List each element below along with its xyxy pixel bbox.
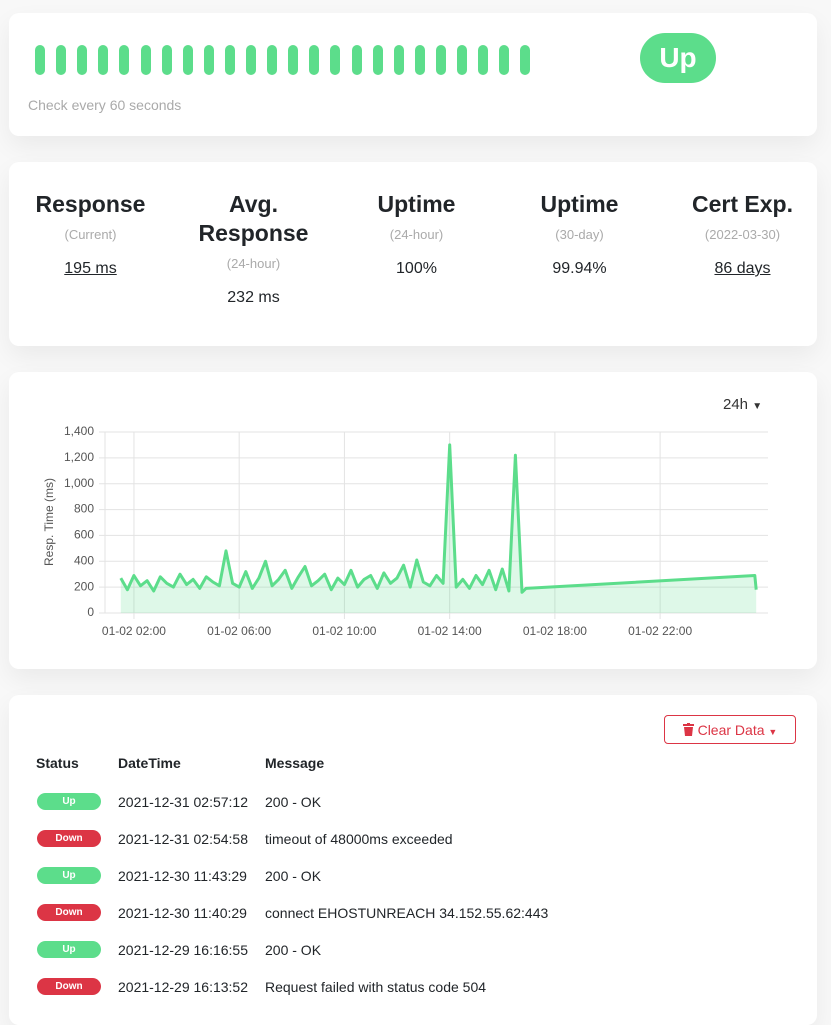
- stat-title: Uptime: [377, 191, 456, 217]
- trash-icon: [682, 723, 694, 736]
- stat: Uptime (30-day) 99.94%: [498, 190, 661, 307]
- heartbeat-pill: [98, 45, 109, 75]
- heartbeat-pill: [182, 45, 193, 75]
- stat-value[interactable]: 86 days: [714, 260, 771, 277]
- stat-value: 100%: [396, 260, 437, 277]
- event-datetime: 2021-12-29 16:13:52: [118, 979, 248, 995]
- event-datetime: 2021-12-30 11:43:29: [118, 868, 247, 884]
- column-header: Status: [36, 755, 79, 771]
- event-datetime: 2021-12-31 02:54:58: [118, 831, 248, 847]
- stats-row: Response (Current) 195 ms Avg. Response (24-…: [9, 190, 824, 307]
- x-tick-label: 01-02 22:00: [628, 624, 692, 638]
- y-tick-label: 0: [87, 605, 94, 619]
- heartbeat-pill: [393, 45, 404, 75]
- stat-value[interactable]: 195 ms: [64, 260, 117, 277]
- heartbeat-pill: [203, 45, 214, 75]
- column-header: Message: [265, 755, 325, 771]
- check-interval: Check every 60 seconds: [28, 97, 182, 113]
- clear-data-label: Clear Data: [697, 722, 765, 738]
- y-tick-label: 1,200: [64, 450, 94, 464]
- x-tick-label: 01-02 18:00: [523, 624, 587, 638]
- status-badge: Up: [37, 941, 101, 958]
- event-datetime: 2021-12-29 16:16:55: [118, 942, 248, 958]
- heartbeat-pill: [224, 45, 235, 75]
- stat-subtitle: (24-hour): [389, 227, 444, 242]
- stat-title: Cert Exp.: [692, 191, 793, 217]
- stat-subtitle: (2022-03-30): [704, 227, 781, 242]
- stat: Cert Exp. (2022-03-30) 86 days: [661, 190, 824, 307]
- stat-subtitle: (30-day): [555, 227, 604, 242]
- status-badge: Up: [37, 867, 101, 884]
- event-message: 200 - OK: [265, 794, 322, 810]
- status-card: Up Check every 60 seconds: [9, 13, 817, 136]
- stat-value: 232 ms: [227, 289, 280, 306]
- event-message: 200 - OK: [265, 868, 322, 884]
- status-badge: Up: [37, 793, 101, 810]
- stat: Uptime (24-hour) 100%: [335, 190, 498, 307]
- stat-value: 99.94%: [552, 260, 607, 277]
- y-tick-label: 200: [74, 579, 94, 593]
- stat: Avg. Response (24-hour) 232 ms: [172, 190, 335, 307]
- heartbeat-pill: [246, 45, 256, 75]
- heartbeat-pill: [499, 45, 510, 75]
- heartbeat-pill: [140, 45, 151, 75]
- y-tick-label: 600: [74, 528, 94, 542]
- heartbeat-pill: [267, 45, 278, 75]
- range-label: 24h: [723, 396, 749, 413]
- y-tick-label: 1,400: [64, 424, 94, 438]
- y-axis-label: Resp. Time (ms): [42, 478, 56, 566]
- heartbeat-pill: [309, 45, 320, 75]
- response-line: [119, 443, 758, 594]
- heartbeat-pill: [288, 45, 299, 75]
- x-tick-label: 01-02 06:00: [207, 624, 271, 638]
- heartbeat-pill: [372, 45, 383, 75]
- heartbeat-pill: [414, 45, 425, 75]
- stat-title: Uptime: [540, 191, 619, 217]
- stat-title: Response: [35, 191, 146, 217]
- y-tick-label: 400: [74, 553, 94, 567]
- chart-card: 24h ▼ Resp. Time (ms) 0 200 400 600 800 1,000…: [9, 372, 817, 669]
- heartbeat-pill: [520, 45, 531, 75]
- heartbeat-pill: [330, 45, 341, 75]
- heartbeat-pill: [119, 45, 130, 75]
- event-datetime: 2021-12-31 02:57:12: [118, 794, 248, 810]
- heartbeat-pill: [35, 45, 45, 75]
- y-tick-label: 800: [74, 502, 94, 516]
- y-tick-label: 1,000: [64, 476, 94, 490]
- status-badge: Down: [37, 978, 101, 995]
- area-fill: [120, 444, 757, 613]
- heartbeat-pill: [435, 45, 446, 75]
- chart: Resp. Time (ms) 0 200 400 600 800 1,000 1,200 1…: [42, 424, 768, 638]
- clear-data-button[interactable]: Clear Data ▼: [664, 715, 796, 744]
- event-message: 200 - OK: [265, 942, 322, 958]
- status-badge: Down: [37, 830, 101, 847]
- heartbeat-pill: [478, 45, 489, 75]
- event-datetime: 2021-12-30 11:40:29: [118, 905, 247, 921]
- heartbeat-pill: [351, 45, 362, 75]
- heartbeat-pill: [457, 45, 467, 75]
- event-message: Request failed with status code 504: [265, 979, 487, 995]
- status-badge: Down: [37, 904, 101, 921]
- x-tick-label: 01-02 02:00: [102, 624, 166, 638]
- heartbeat-pill: [56, 45, 67, 75]
- stat-subtitle: (24-hour): [226, 256, 281, 271]
- events-card: Clear Data ▼ Status DateTime Message Up 2021…: [9, 695, 817, 1025]
- event-message: connect EHOSTUNREACH 34.152.55.62:443: [265, 905, 549, 921]
- event-message: timeout of 48000ms exceeded: [265, 831, 453, 847]
- stats-card: Response (Current) 195 ms Avg. Response (24-…: [9, 162, 817, 346]
- x-tick-label: 01-02 14:00: [418, 624, 482, 638]
- range-selector[interactable]: 24h ▼: [723, 396, 763, 413]
- heartbeat-pill: [161, 45, 172, 75]
- stat-subtitle: (Current): [64, 227, 117, 242]
- stat-title: Avg. Response: [198, 191, 309, 246]
- column-header: DateTime: [118, 755, 181, 771]
- stat: Response (Current) 195 ms: [9, 190, 172, 307]
- heartbeat-pill: [77, 45, 88, 75]
- status-badge: Up: [640, 33, 716, 83]
- x-tick-label: 01-02 10:00: [312, 624, 376, 638]
